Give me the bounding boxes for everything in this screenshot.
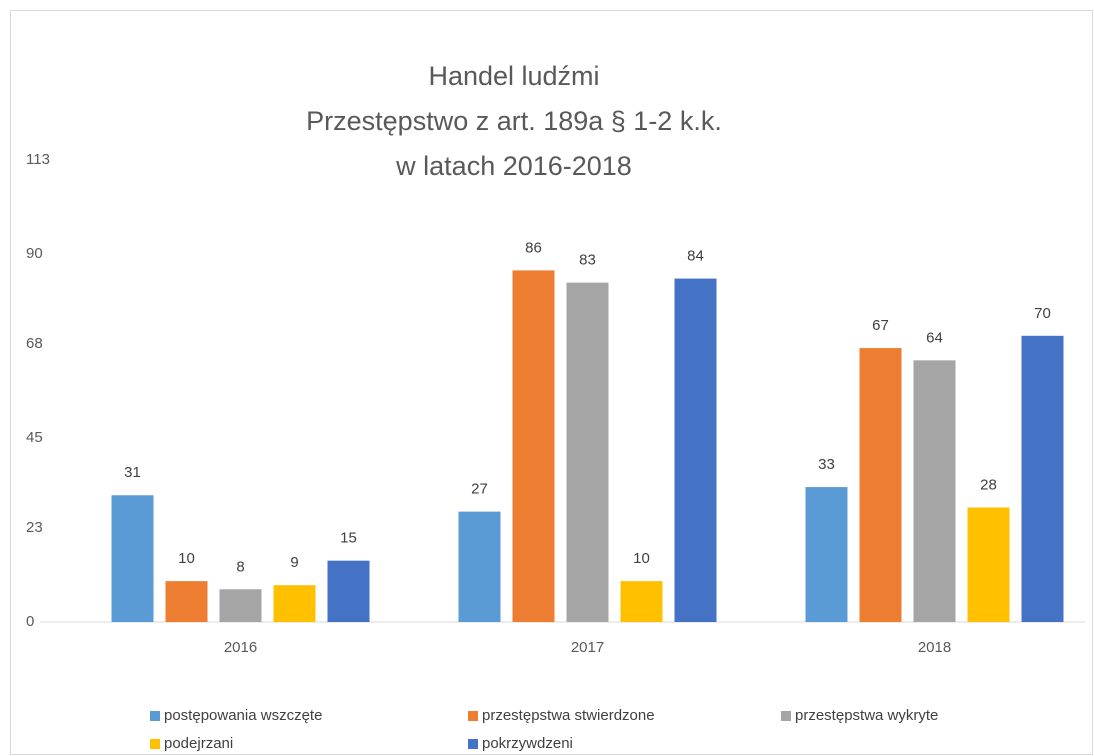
bar: [111, 495, 154, 622]
data-label: 84: [687, 248, 704, 265]
y-tick-label: 90: [26, 245, 43, 262]
bar: [458, 511, 501, 622]
legend-swatch: [468, 739, 478, 749]
legend-swatch: [150, 739, 160, 749]
data-label: 10: [178, 550, 195, 567]
data-label: 83: [579, 252, 596, 269]
y-tick-label: 45: [26, 429, 43, 446]
y-tick-label: 113: [26, 151, 50, 168]
x-tick-label: 2018: [918, 639, 951, 656]
y-tick-label: 68: [26, 335, 43, 352]
data-label: 86: [525, 239, 542, 256]
data-label: 67: [872, 317, 889, 334]
bar: [566, 282, 609, 622]
bar: [674, 278, 717, 622]
x-tick-label: 2016: [224, 639, 257, 656]
chart-title: Przestępstwo z art. 189a § 1-2 k.k.: [306, 106, 722, 136]
bar: [273, 585, 316, 622]
data-label: 15: [340, 530, 357, 547]
bar: [620, 581, 663, 622]
data-label: 9: [290, 554, 298, 571]
data-label: 70: [1034, 305, 1051, 322]
data-label: 33: [818, 456, 835, 473]
bar: [805, 487, 848, 622]
bar: [512, 270, 555, 622]
chart-title: Handel ludźmi: [428, 61, 599, 91]
legend-swatch: [150, 711, 160, 721]
data-label: 27: [471, 481, 488, 498]
data-label: 28: [980, 476, 997, 493]
bar: [913, 360, 956, 622]
y-tick-label: 0: [26, 613, 34, 630]
x-tick-label: 2017: [571, 639, 604, 656]
legend-swatch: [468, 711, 478, 721]
bar: [859, 348, 902, 622]
data-label: 31: [124, 464, 141, 481]
legend-label: podejrzani: [164, 735, 233, 752]
legend-label: przestępstwa stwierdzone: [482, 707, 655, 724]
bar: [967, 507, 1010, 622]
legend-label: przestępstwa wykryte: [795, 707, 938, 724]
data-label: 8: [236, 558, 244, 575]
bar: [219, 589, 262, 622]
bar: [165, 581, 208, 622]
legend-label: postępowania wszczęte: [164, 707, 322, 724]
data-label: 10: [633, 550, 650, 567]
chart-title: w latach 2016-2018: [395, 151, 632, 181]
bar: [327, 560, 370, 622]
legend-swatch: [781, 711, 791, 721]
data-label: 64: [926, 329, 943, 346]
y-tick-label: 23: [26, 519, 43, 536]
legend-label: pokrzywdzeni: [482, 735, 573, 752]
bar: [1021, 335, 1064, 622]
